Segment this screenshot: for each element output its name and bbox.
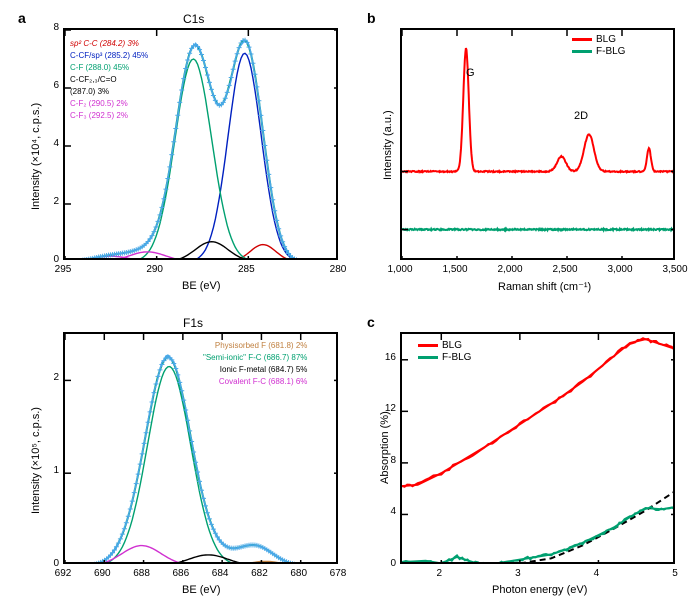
a1-legend-item: C-CF/sp³ (285.2) 45% [70,50,148,62]
a1-xtick: 295 [51,264,75,275]
a2-legend-item: Ionic F-metal (684.7) 5% [203,364,307,376]
panel-a2-title: F1s [183,316,203,330]
a2-xlabel: BE (eV) [182,584,221,596]
c-ytick: 8 [378,455,396,466]
a2-xtick: 682 [247,568,271,579]
a1-legend-item: C-F₂ (290.5) 2% [70,98,148,110]
c-ytick: 12 [378,403,396,414]
a2-ytick: 1 [45,465,59,476]
b-xtick: 1,500 [439,264,471,275]
a2-legend-item: Physisorbed F (681.8) 2% [203,340,307,352]
c-xtick: 2 [431,568,447,579]
b-xtick: 3,500 [659,264,691,275]
c-xtick: 4 [588,568,604,579]
panel-label-b: b [367,10,376,26]
a2-xtick: 688 [130,568,154,579]
c-legend: BLGF-BLG [418,340,471,364]
a1-ytick: 6 [45,80,59,91]
a2-ylabel: Intensity (×10⁵, c.p.s.) [30,407,42,514]
a2-xtick: 678 [326,568,350,579]
a1-legend-item: C-F₃ (292.5) 2% [70,110,148,122]
a2-xtick: 680 [287,568,311,579]
b-xtick: 3,000 [604,264,636,275]
b-xtick: 2,000 [494,264,526,275]
c-ytick: 0 [378,558,396,569]
a1-xtick: 285 [234,264,258,275]
a2-xtick: 692 [51,568,75,579]
a1-xtick: 280 [326,264,350,275]
a2-xtick: 684 [208,568,232,579]
peak-2d-label: 2D [574,110,588,122]
a1-ytick: 8 [45,22,59,33]
a1-legend: sp² C-C (284.2) 3%C-CF/sp³ (285.2) 45%C-… [70,38,148,122]
peak-g-label: G [466,67,475,79]
panel-label-c: c [367,314,375,330]
b-xlabel: Raman shift (cm⁻¹) [498,280,591,293]
a2-ytick: 0 [45,558,59,569]
c-xtick: 3 [510,568,526,579]
b-ylabel: Intensity (a.u.) [382,110,394,180]
a1-legend-item: C-CF₂,₃/C=O [70,74,148,86]
a1-ytick: 4 [45,138,59,149]
a2-xtick: 686 [169,568,193,579]
c-xtick: 5 [667,568,683,579]
chart-c [400,332,675,564]
a1-ylabel: Intensity (×10⁴, c.p.s.) [30,103,42,210]
b-legend-item: F-BLG [572,46,625,58]
b-legend-item: BLG [572,34,625,46]
a1-xlabel: BE (eV) [182,280,221,292]
c-legend-item: BLG [418,340,471,352]
c-ytick: 16 [378,352,396,363]
a2-legend-item: Covalent F-C (688.1) 6% [203,376,307,388]
a1-ytick: 2 [45,196,59,207]
panel-a1-title: C1s [183,12,204,26]
a1-xtick: 290 [143,264,167,275]
a1-legend-item: (287.0) 3% [70,86,148,98]
panel-label-a: a [18,10,26,26]
c-legend-item: F-BLG [418,352,471,364]
figure-root: a b c C1s Intensity (×10⁴, c.p.s.) BE (e… [0,0,696,611]
chart-b [400,28,675,260]
a1-ytick: 0 [45,254,59,265]
a1-legend-item: C-F (288.0) 45% [70,62,148,74]
c-ylabel: Absorption (%) [379,411,391,484]
a2-xtick: 690 [90,568,114,579]
a2-legend-item: "Semi-ionic" F-C (686.7) 87% [203,352,307,364]
a1-legend-item: sp² C-C (284.2) 3% [70,38,148,50]
b-xtick: 1,000 [384,264,416,275]
a2-legend: Physisorbed F (681.8) 2%"Semi-ionic" F-C… [203,340,307,388]
b-xtick: 2,500 [549,264,581,275]
c-ytick: 4 [378,506,396,517]
b-legend: BLGF-BLG [572,34,625,58]
c-xlabel: Photon energy (eV) [492,584,587,596]
a2-ytick: 2 [45,372,59,383]
